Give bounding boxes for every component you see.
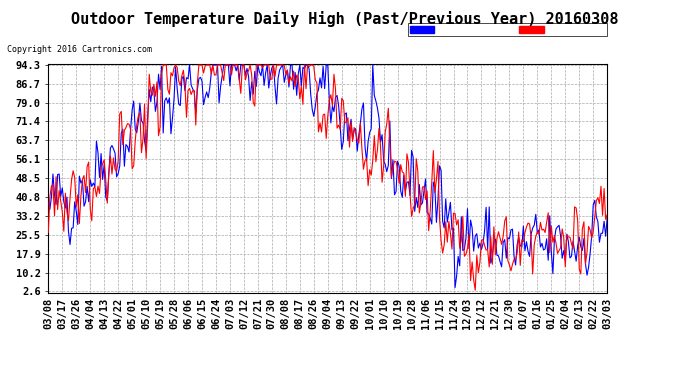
Legend: Previous  (°F), Past  (°F): Previous (°F), Past (°F)	[408, 22, 607, 36]
Text: Copyright 2016 Cartronics.com: Copyright 2016 Cartronics.com	[7, 45, 152, 54]
Text: Outdoor Temperature Daily High (Past/Previous Year) 20160308: Outdoor Temperature Daily High (Past/Pre…	[71, 11, 619, 27]
